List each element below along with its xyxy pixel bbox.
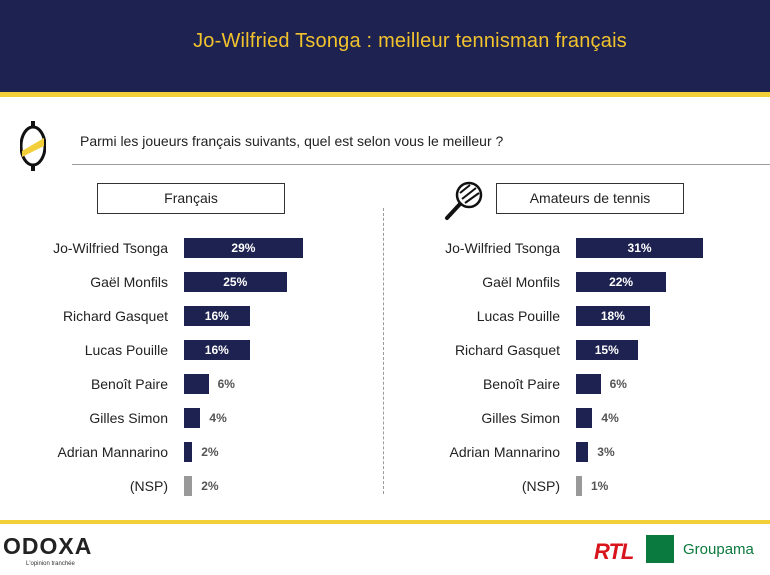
groupama-logo-icon — [646, 535, 674, 563]
groupama-logo-text: Groupama — [683, 541, 754, 558]
odoxa-logo: ODOXA — [3, 533, 93, 559]
question-rule — [72, 164, 770, 165]
panel-divider — [383, 208, 384, 494]
bar — [184, 374, 209, 394]
category-label: Gaël Monfils — [90, 274, 168, 290]
bar — [576, 272, 667, 292]
category-label: Gaël Monfils — [482, 274, 560, 290]
bar — [576, 374, 601, 394]
bar — [576, 238, 704, 258]
bar-value-label: 2% — [201, 479, 219, 493]
bar — [576, 442, 589, 462]
header-banner: Jo-Wilfried Tsonga : meilleur tennisman … — [0, 0, 770, 92]
category-label: (NSP) — [521, 478, 560, 494]
bar — [576, 476, 582, 496]
category-label: Gilles Simon — [481, 410, 560, 426]
bar — [184, 408, 201, 428]
bar-value-label: 6% — [609, 377, 627, 391]
category-label: Richard Gasquet — [62, 308, 168, 324]
header-stripe — [0, 92, 770, 97]
bar-value-label: 6% — [217, 377, 235, 391]
bar — [576, 408, 593, 428]
panel-title-francais: Français — [97, 183, 285, 214]
bar — [576, 306, 650, 326]
bar-value-label: 31% — [627, 241, 652, 255]
category-label: Lucas Pouille — [84, 342, 168, 358]
bar — [184, 442, 193, 462]
bar-value-label: 4% — [209, 411, 227, 425]
bar — [184, 306, 250, 326]
bar — [576, 340, 638, 360]
category-label: (NSP) — [129, 478, 168, 494]
bar-value-label: 22% — [609, 275, 634, 289]
category-label: Jo-Wilfried Tsonga — [53, 240, 168, 256]
category-label: Gilles Simon — [89, 410, 168, 426]
bar-value-label: 18% — [600, 309, 625, 323]
category-label: Richard Gasquet — [454, 342, 560, 358]
bar-value-label: 29% — [231, 241, 256, 255]
question-text: Parmi les joueurs français suivants, que… — [80, 133, 504, 149]
bar-value-label: 25% — [223, 275, 248, 289]
bar — [184, 272, 287, 292]
category-label: Benoît Paire — [482, 376, 560, 392]
category-label: Adrian Mannarino — [449, 444, 560, 460]
panel-title-amateurs: Amateurs de tennis — [496, 183, 684, 214]
bar — [184, 238, 303, 258]
rtl-logo: RTL — [594, 539, 634, 564]
bar-value-label: 16% — [204, 309, 229, 323]
bar-value-label: 16% — [204, 343, 229, 357]
category-label: Benoît Paire — [90, 376, 168, 392]
bar — [184, 340, 250, 360]
category-label: Jo-Wilfried Tsonga — [445, 240, 560, 256]
question-coin-icon — [20, 121, 46, 171]
footer-stripe — [0, 520, 770, 524]
bar — [184, 476, 193, 496]
tennis-racket-icon — [445, 181, 483, 220]
bar-value-label: 3% — [597, 445, 615, 459]
bar-value-label: 1% — [591, 479, 609, 493]
odoxa-tagline: L'opinion tranchée — [26, 561, 75, 567]
page-title: Jo-Wilfried Tsonga : meilleur tennisman … — [193, 30, 627, 52]
category-label: Adrian Mannarino — [57, 444, 168, 460]
bar-value-label: 4% — [601, 411, 619, 425]
bar-value-label: 15% — [594, 343, 619, 357]
category-label: Lucas Pouille — [476, 308, 560, 324]
bar-value-label: 2% — [201, 445, 219, 459]
